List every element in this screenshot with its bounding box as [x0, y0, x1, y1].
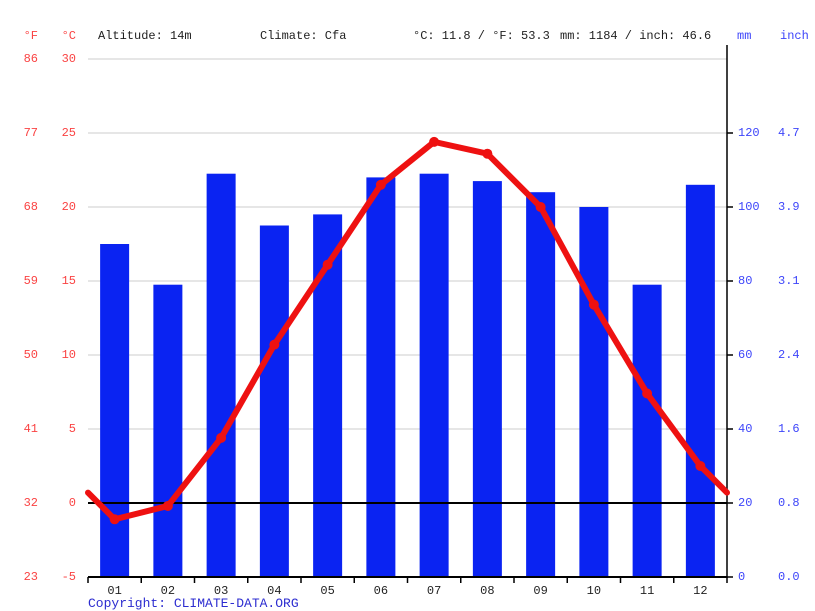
- temperature-point-02: [162, 500, 173, 511]
- axis-label-fahrenheit: 86: [23, 52, 38, 66]
- axis-label-mm: 0: [738, 570, 746, 584]
- axis-label-inch: 0.8: [778, 496, 800, 510]
- mean-temperature-summary: °C: 11.8 / °F: 53.3: [413, 29, 550, 43]
- axis-label-fahrenheit: 32: [23, 496, 38, 510]
- month-label: 05: [320, 584, 335, 598]
- axis-label-inch: 3.1: [778, 274, 800, 288]
- precip-bar-09: [526, 192, 556, 577]
- temperature-point-09: [535, 202, 546, 212]
- precip-bar-08: [472, 181, 502, 577]
- axis-label-inch: 2.4: [778, 348, 800, 362]
- temperature-point-01: [109, 514, 120, 525]
- axis-label-mm: 40: [738, 422, 753, 436]
- temperature-point-06: [375, 179, 386, 190]
- month-label: 09: [533, 584, 548, 598]
- precip-bar-04: [259, 225, 289, 577]
- axis-label-celsius: 5: [68, 422, 76, 436]
- axis-label-celsius: 25: [61, 126, 76, 140]
- month-label: 12: [693, 584, 708, 598]
- axis-label-fahrenheit: 77: [23, 126, 38, 140]
- axis-label-celsius: -5: [61, 570, 76, 584]
- precip-bar-06: [366, 177, 396, 577]
- axis-label-celsius: 0: [68, 496, 76, 510]
- climate-classification-label: Climate: Cfa: [260, 29, 347, 43]
- axis-label-fahrenheit: 41: [23, 422, 38, 436]
- copyright-link[interactable]: Copyright: CLIMATE-DATA.ORG: [88, 596, 299, 611]
- temperature-point-05: [322, 259, 333, 270]
- axis-label-inch: 4.7: [778, 126, 800, 140]
- month-label: 02: [160, 584, 176, 598]
- precip-bar-03: [206, 173, 236, 577]
- precip-bar-10: [579, 207, 609, 577]
- temperature-point-10: [588, 299, 599, 310]
- axis-label-inch: 1.6: [778, 422, 800, 436]
- month-label: 10: [586, 584, 602, 598]
- axis-label-mm: 20: [738, 496, 753, 510]
- axis-label-celsius: 10: [61, 348, 76, 362]
- axis-label-celsius: 20: [61, 200, 76, 214]
- inch-unit-label: inch: [780, 29, 809, 43]
- month-label: 07: [426, 584, 442, 598]
- fahrenheit-unit-label: °F: [23, 29, 38, 43]
- month-label: 04: [267, 584, 282, 598]
- axis-label-mm: 60: [738, 348, 753, 362]
- month-label: 08: [480, 584, 495, 598]
- axis-label-celsius: 30: [61, 52, 76, 66]
- mm-unit-label: mm: [737, 29, 752, 43]
- axis-label-fahrenheit: 59: [23, 274, 38, 288]
- temperature-point-03: [216, 432, 227, 443]
- temperature-point-11: [642, 388, 653, 399]
- celsius-unit-label: °C: [61, 29, 76, 43]
- axis-label-fahrenheit: 50: [23, 348, 38, 362]
- axis-label-mm: 120: [738, 126, 760, 140]
- axis-label-inch: 0.0: [778, 570, 800, 584]
- temperature-point-07: [429, 136, 440, 147]
- temperature-line: [85, 138, 730, 523]
- axis-label-celsius: 15: [61, 274, 76, 288]
- month-label: 03: [213, 584, 229, 598]
- temperature-point-08: [482, 148, 493, 159]
- precip-bar-02: [153, 284, 183, 577]
- altitude-label: Altitude: 14m: [98, 29, 192, 43]
- axis-label-mm: 100: [738, 200, 760, 214]
- temperature-point-12: [695, 461, 706, 471]
- month-label: 01: [107, 584, 122, 598]
- axis-label-fahrenheit: 68: [23, 200, 38, 214]
- precip-bar-01: [100, 244, 130, 577]
- precip-bar-07: [419, 173, 449, 577]
- axis-label-fahrenheit: 23: [23, 570, 38, 584]
- axis-label-mm: 80: [738, 274, 753, 288]
- precip-bar-11: [632, 284, 662, 577]
- month-label: 11: [639, 584, 655, 598]
- precipitation-summary: mm: 1184 / inch: 46.6: [560, 29, 712, 43]
- temperature-point-04: [269, 339, 280, 350]
- axis-label-inch: 3.9: [778, 200, 800, 214]
- month-label: 06: [373, 584, 389, 598]
- precip-bar-12: [685, 184, 715, 578]
